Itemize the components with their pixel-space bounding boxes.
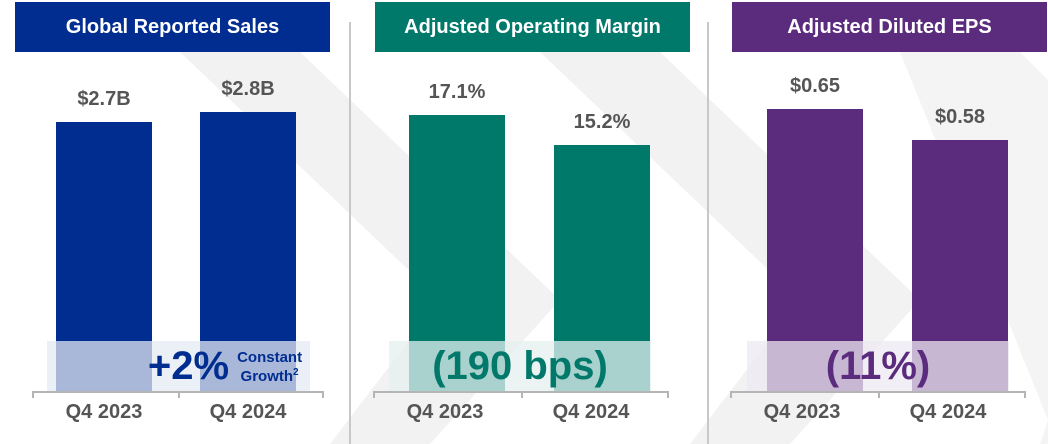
data-label: 17.1% <box>428 80 486 103</box>
data-label: $0.65 <box>789 75 841 98</box>
x-tick-label: Q4 2024 <box>209 401 287 423</box>
panel-global-reported-sales: Global Reported Sales +2% Constant Growth… <box>15 0 345 444</box>
change-value: (11%) <box>825 344 931 388</box>
change-note: Constant Growth2 <box>237 348 303 385</box>
data-label: $0.58 <box>934 105 986 128</box>
x-axis <box>32 391 324 398</box>
panel-adjusted-operating-margin: Adjusted Operating Margin (190 bps) 17.1… <box>373 0 705 444</box>
data-label: 15.2% <box>573 111 631 134</box>
x-axis <box>373 391 669 398</box>
x-tick-label: Q4 2024 <box>552 401 630 423</box>
data-label: $2.7B <box>77 88 131 110</box>
x-tick-label: Q4 2024 <box>909 401 987 423</box>
panel-title: Adjusted Diluted EPS <box>732 2 1047 52</box>
panel-adjusted-diluted-eps: Adjusted Diluted EPS (11%) $0.65 Q4 2023 $… <box>730 0 1048 444</box>
panel-divider <box>349 22 351 444</box>
x-tick-label: Q4 2023 <box>65 401 143 423</box>
x-axis <box>730 391 1026 398</box>
change-value: +2% <box>147 344 230 388</box>
panel-title: Adjusted Operating Margin <box>375 2 690 52</box>
panel-title: Global Reported Sales <box>15 2 330 52</box>
x-tick-label: Q4 2023 <box>763 401 841 423</box>
panel-divider <box>707 22 709 444</box>
x-tick-label: Q4 2023 <box>406 401 484 423</box>
data-label: $2.8B <box>221 78 275 100</box>
change-indicator: +2% Constant Growth2 <box>125 341 325 392</box>
change-value: (190 bps) <box>432 344 608 388</box>
